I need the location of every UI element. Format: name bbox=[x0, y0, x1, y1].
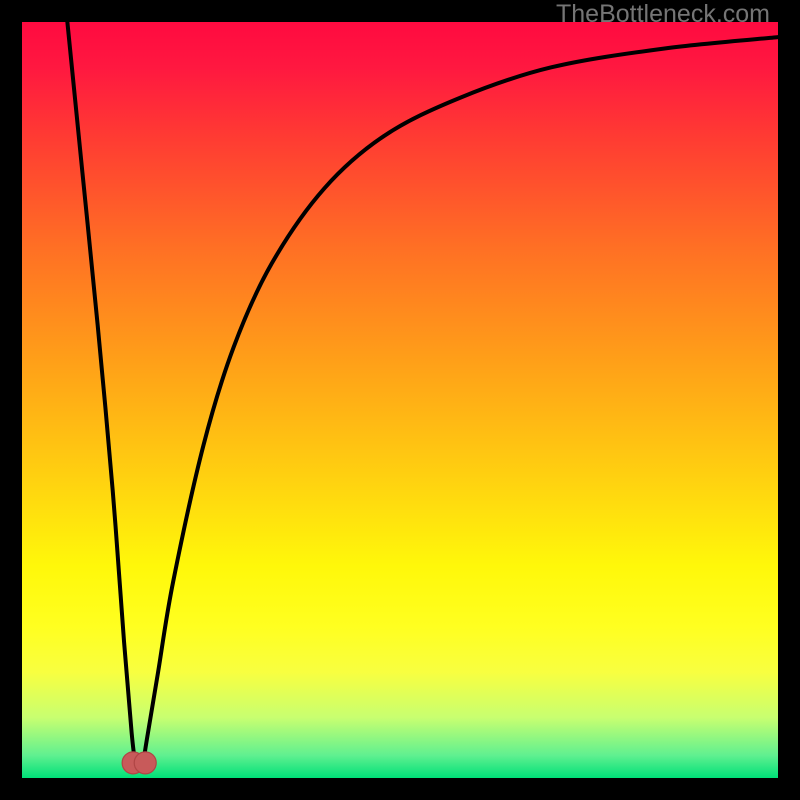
bottleneck-curve bbox=[67, 22, 778, 770]
watermark-text: TheBottleneck.com bbox=[556, 0, 770, 29]
bottleneck-curve-layer bbox=[22, 22, 778, 778]
frame-border-left bbox=[0, 0, 22, 800]
chart-frame: TheBottleneck.com bbox=[0, 0, 800, 800]
frame-border-bottom bbox=[0, 778, 800, 800]
marker-right bbox=[134, 752, 156, 774]
plot-area bbox=[22, 22, 778, 778]
frame-border-right bbox=[778, 0, 800, 800]
